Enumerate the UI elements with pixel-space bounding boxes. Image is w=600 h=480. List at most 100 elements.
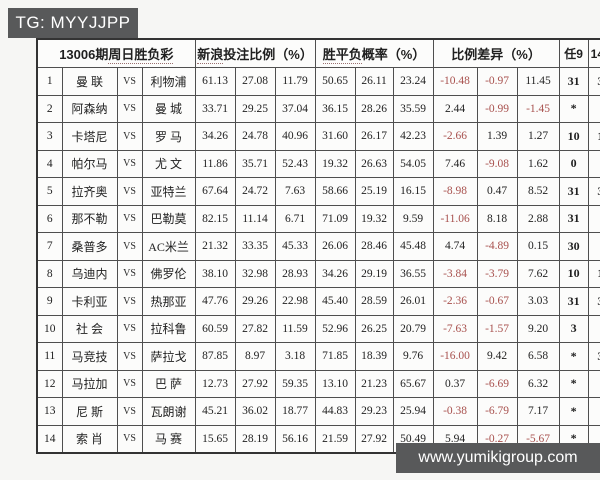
prob-lose-cell: 16.15 <box>392 177 434 206</box>
away-team-cell: 佛罗伦 <box>141 259 196 288</box>
prob-win-cell: 52.96 <box>314 314 356 343</box>
prob-draw-cell: 26.25 <box>354 314 394 343</box>
diff-lose-cell: 1.27 <box>516 122 560 151</box>
diff-lose-cell: 3.03 <box>516 287 560 316</box>
games14-cell: 3 <box>587 94 600 123</box>
bet-win-cell: 15.65 <box>194 424 236 454</box>
bet-lose-cell: 6.71 <box>274 204 316 233</box>
website-banner: www.yumikigroup.com <box>396 443 600 473</box>
home-team-cell: 曼 联 <box>61 67 118 96</box>
prob-draw-cell: 18.39 <box>354 342 394 371</box>
prob-draw-cell: 28.59 <box>354 287 394 316</box>
bet-draw-cell: 29.25 <box>234 94 276 123</box>
bet-lose-cell: 11.79 <box>274 67 316 96</box>
row-number-cell: 7 <box>36 232 63 261</box>
bet-lose-cell: 3.18 <box>274 342 316 371</box>
diff-win-cell: 7.46 <box>432 149 478 178</box>
prob-draw-cell: 28.46 <box>354 232 394 261</box>
ren9-column-header: 任9 <box>558 38 589 68</box>
vs-cell: VS <box>116 177 143 206</box>
diff-lose-cell: 7.62 <box>516 259 560 288</box>
bet-lose-cell: 28.93 <box>274 259 316 288</box>
diff-lose-cell: 7.17 <box>516 397 560 426</box>
bet-lose-cell: 40.96 <box>274 122 316 151</box>
home-team-cell: 卡利亚 <box>61 287 118 316</box>
prob-lose-cell: 35.59 <box>392 94 434 123</box>
vs-cell: VS <box>116 259 143 288</box>
home-team-cell: 卡塔尼 <box>61 122 118 151</box>
bet-lose-cell: 37.04 <box>274 94 316 123</box>
period-prefix: 13006期 <box>59 47 109 62</box>
bet-win-cell: 45.21 <box>194 397 236 426</box>
table-header-row: 13006期周日胜负彩 新浪投注比例（%） 胜平负概率（%） 比例差异（%） 任… <box>36 38 600 68</box>
home-team-cell: 阿森纳 <box>61 94 118 123</box>
diff-draw-cell: -9.08 <box>476 149 518 178</box>
period-title-header: 13006期周日胜负彩 <box>36 38 196 68</box>
ren9-cell: 0 <box>558 149 589 178</box>
bet-win-cell: 60.59 <box>194 314 236 343</box>
bet-header-rest: 投注比例（%） <box>223 47 313 62</box>
diff-draw-cell: -3.79 <box>476 259 518 288</box>
bet-win-cell: 33.71 <box>194 94 236 123</box>
prob-draw-cell: 28.26 <box>354 94 394 123</box>
diff-lose-cell: 11.45 <box>516 67 560 96</box>
diff-lose-cell: 0.15 <box>516 232 560 261</box>
prob-lose-cell: 25.94 <box>392 397 434 426</box>
row-number-cell: 8 <box>36 259 63 288</box>
prob-lose-cell: 54.05 <box>392 149 434 178</box>
home-team-cell: 桑普多 <box>61 232 118 261</box>
bet-draw-cell: 11.14 <box>234 204 276 233</box>
vs-cell: VS <box>116 122 143 151</box>
prob-lose-cell: 9.59 <box>392 204 434 233</box>
diff-lose-cell: 6.58 <box>516 342 560 371</box>
diff-draw-cell: -1.57 <box>476 314 518 343</box>
diff-draw-cell: -4.89 <box>476 232 518 261</box>
prob-win-cell: 45.40 <box>314 287 356 316</box>
bet-win-cell: 12.73 <box>194 369 236 398</box>
diff-lose-cell: 2.88 <box>516 204 560 233</box>
prob-win-cell: 58.66 <box>314 177 356 206</box>
away-team-cell: 马 赛 <box>141 424 196 454</box>
prob-win-cell: 19.32 <box>314 149 356 178</box>
away-team-cell: 亚特兰 <box>141 177 196 206</box>
prob-win-cell: 71.09 <box>314 204 356 233</box>
games14-cell: 3 <box>587 314 600 343</box>
diff-win-cell: 0.37 <box>432 369 478 398</box>
vs-cell: VS <box>116 424 143 454</box>
ren9-cell: 3 <box>558 314 589 343</box>
bet-lose-cell: 11.59 <box>274 314 316 343</box>
prob-lose-cell: 20.79 <box>392 314 434 343</box>
home-team-cell: 索 肖 <box>61 424 118 454</box>
vs-cell: VS <box>116 287 143 316</box>
match-row: 3 卡塔尼 VS 罗 马 34.26 24.78 40.96 31.60 26.… <box>36 122 600 151</box>
prob-draw-cell: 29.23 <box>354 397 394 426</box>
games14-cell: 0 <box>587 232 600 261</box>
home-team-cell: 尼 斯 <box>61 397 118 426</box>
diff-lose-cell: -1.45 <box>516 94 560 123</box>
prob-lose-cell: 26.01 <box>392 287 434 316</box>
diff-win-cell: 2.44 <box>432 94 478 123</box>
away-team-cell: 萨拉戈 <box>141 342 196 371</box>
ren9-cell: 31 <box>558 177 589 206</box>
away-team-cell: 巴 萨 <box>141 369 196 398</box>
bet-draw-cell: 8.97 <box>234 342 276 371</box>
diff-draw-cell: -0.67 <box>476 287 518 316</box>
diff-lose-cell: 6.32 <box>516 369 560 398</box>
diff-win-cell: -2.36 <box>432 287 478 316</box>
prob-win-cell: 36.15 <box>314 94 356 123</box>
games14-cell: 10 <box>587 122 600 151</box>
row-number-cell: 13 <box>36 397 63 426</box>
ren9-cell: 10 <box>558 122 589 151</box>
bet-lose-cell: 52.43 <box>274 149 316 178</box>
prob-win-cell: 71.85 <box>314 342 356 371</box>
bet-win-cell: 87.85 <box>194 342 236 371</box>
row-number-cell: 5 <box>36 177 63 206</box>
website-url-text: www.yumikigroup.com <box>418 449 578 466</box>
vs-cell: VS <box>116 314 143 343</box>
ren9-cell: * <box>558 397 589 426</box>
vs-cell: VS <box>116 204 143 233</box>
ren9-cell: 31 <box>558 204 589 233</box>
diff-draw-cell: 8.18 <box>476 204 518 233</box>
bet-draw-cell: 24.72 <box>234 177 276 206</box>
match-row: 2 阿森纳 VS 曼 城 33.71 29.25 37.04 36.15 28.… <box>36 94 600 123</box>
